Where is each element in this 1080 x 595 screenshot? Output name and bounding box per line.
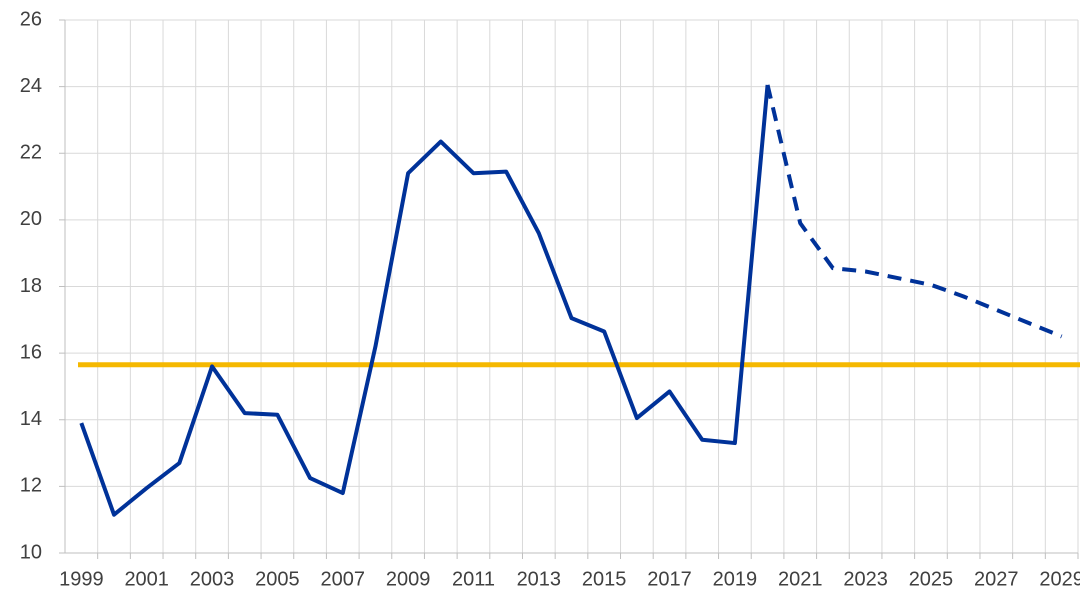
x-tick-label: 2025 — [909, 568, 954, 590]
y-tick-label: 10 — [20, 541, 42, 563]
x-tick-label: 2013 — [517, 568, 562, 590]
x-tick-label: 2007 — [321, 568, 366, 590]
y-tick-label: 24 — [20, 75, 42, 97]
x-tick-label: 2017 — [647, 568, 692, 590]
y-tick-label: 18 — [20, 275, 42, 297]
line-series — [79, 84, 770, 517]
y-tick-label: 26 — [20, 8, 42, 30]
x-tick-label: 2015 — [582, 568, 627, 590]
y-tick-label: 22 — [20, 142, 42, 164]
x-tick-label: 2021 — [778, 568, 823, 590]
x-tick-label: 2001 — [124, 568, 169, 590]
x-tick-label: 2029 — [1039, 568, 1080, 590]
y-tick-label: 16 — [20, 341, 42, 363]
x-tick-label: 2009 — [386, 568, 431, 590]
x-tick-label: 2005 — [255, 568, 300, 590]
line-series — [765, 84, 1063, 339]
x-tick-label: 2019 — [713, 568, 758, 590]
y-tick-label: 20 — [20, 208, 42, 230]
x-tick-label: 1999 — [59, 568, 104, 590]
y-tick-label: 14 — [20, 408, 42, 430]
x-tick-label: 2023 — [843, 568, 888, 590]
x-tick-label: 2027 — [974, 568, 1019, 590]
x-tick-label: 2011 — [452, 568, 495, 590]
x-tick-label: 2003 — [190, 568, 235, 590]
y-tick-label: 12 — [20, 475, 42, 497]
